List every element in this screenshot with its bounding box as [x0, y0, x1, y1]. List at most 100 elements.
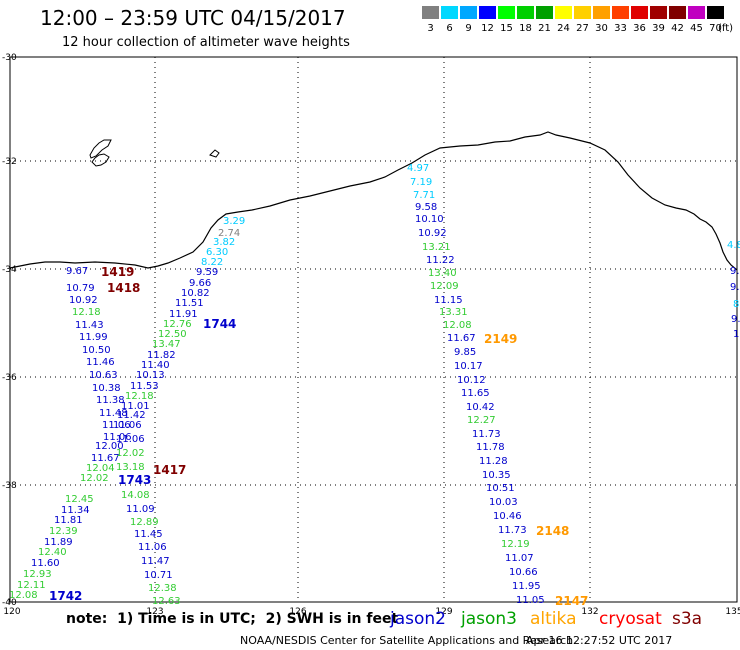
island [91, 153, 110, 167]
latitude-label: -32 [2, 157, 17, 167]
wave-height-value: 11.78 [476, 442, 505, 453]
wave-height-value: 11.91 [169, 309, 198, 320]
longitude-labels: 120 123 126 129 132 135 [3, 607, 740, 617]
wave-height-value: 11.51 [175, 298, 204, 309]
wave-height-value: 9.59 [196, 267, 218, 278]
wave-height-value: 3.29 [223, 216, 245, 227]
graticule [10, 57, 737, 602]
wave-height-value: 3.82 [213, 237, 235, 248]
island [89, 139, 112, 159]
scale-swatch [612, 6, 629, 19]
wave-height-value: 12.08 [443, 320, 472, 331]
longitude-label: 135 [725, 607, 740, 617]
pass-time-label: 2147 [555, 594, 588, 608]
satellite-legend-jason2: jason2 [390, 609, 446, 629]
wave-height-value: 12.09 [430, 281, 459, 292]
scale-swatch [593, 6, 610, 19]
scale-swatch [555, 6, 572, 19]
wave-height-value: 11.53 [130, 381, 159, 392]
pass-time-label: 1742 [49, 589, 82, 603]
wave-height-value: 11.22 [426, 255, 455, 266]
wave-height-value: 10.35 [482, 470, 511, 481]
wave-height-value: 11.34 [61, 505, 90, 516]
wave-height-value: 12.93 [23, 569, 52, 580]
wave-height-value: 2.74 [218, 228, 240, 239]
satellite-legend-altika: altika [530, 609, 577, 629]
wave-height-value: 11.40 [141, 360, 170, 371]
map-title: 12:00 – 23:59 UTC 04/15/2017 [40, 6, 346, 30]
scale-swatch [460, 6, 477, 19]
wave-height-value: 11.15 [434, 295, 463, 306]
map-frame [9, 56, 738, 603]
wave-height-value: 13.31 [439, 307, 468, 318]
wave-height-value: 11.45 [134, 529, 163, 540]
wave-height-value: 9.58 [415, 202, 437, 213]
wave-height-value: 10.46 [493, 511, 522, 522]
pass-time-label: 1743 [118, 473, 151, 487]
wave-height-value: 10.42 [466, 402, 495, 413]
pass-time-label: 1744 [203, 317, 236, 331]
wave-height-value: 12.50 [158, 329, 187, 340]
wave-height-value: 11.81 [54, 515, 83, 526]
wave-height-value: 9.67 [66, 266, 88, 277]
scale-label: 3 [427, 23, 434, 34]
scale-label: 70 [709, 23, 722, 34]
wave-height-value: 11.73 [472, 429, 501, 440]
generation-timestamp: Apr 16 12:27:52 UTC 2017 [526, 634, 673, 647]
wave-height-value: 11.38 [96, 395, 125, 406]
longitude-label: 126 [289, 607, 306, 617]
wave-height-value: 10.10 [415, 214, 444, 225]
scale-swatch [650, 6, 667, 19]
wave-height-value: 6.30 [206, 247, 228, 258]
footer-note: note: 1) Time is in UTC; 2) SWH is in fe… [66, 611, 399, 627]
wave-height-value: 11.07 [505, 553, 534, 564]
scale-swatch [631, 6, 648, 19]
latitude-label: -38 [2, 481, 17, 491]
wave-height-value: 9.66 [189, 278, 211, 289]
wave-height-value: 12.18 [125, 391, 154, 402]
scale-swatch [517, 6, 534, 19]
scale-label: 36 [633, 23, 646, 34]
scale-units: (ft) [718, 23, 734, 34]
wave-height-value: 9. [730, 266, 740, 277]
wave-height-value: 11.01 [121, 401, 150, 412]
wave-height-value: 13.21 [422, 242, 451, 253]
wave-height-value: 10.38 [92, 383, 121, 394]
latitude-label: -36 [2, 373, 17, 383]
wave-height-value: 13.40 [428, 268, 457, 279]
latitude-label: -34 [2, 265, 17, 275]
wave-height-value: 12.02 [80, 473, 109, 484]
scale-label: 30 [595, 23, 608, 34]
scale-swatch [707, 6, 724, 19]
latitude-label: -30 [2, 53, 17, 63]
latitude-label: -40 [2, 598, 17, 608]
wave-height-value: 8 [733, 299, 739, 310]
wave-height-value: 12.89 [130, 517, 159, 528]
scale-label: 24 [557, 23, 570, 34]
pass-time-label: 1419 [101, 265, 134, 279]
wave-height-value: 11.47 [141, 556, 170, 567]
pass-time-label: 2148 [536, 524, 569, 538]
pass-time-label: 2149 [484, 332, 517, 346]
wave-height-value: 10.12 [457, 375, 486, 386]
scale-label: 45 [690, 23, 703, 34]
scale-swatch [422, 6, 439, 19]
scale-label: 12 [481, 23, 494, 34]
wave-height-value: 10.82 [181, 288, 210, 299]
scale-label: 39 [652, 23, 665, 34]
wave-height-value: 12.45 [65, 494, 94, 505]
pass-time-label: 1418 [107, 281, 140, 295]
wave-height-value: 4.8 [727, 240, 740, 251]
wave-height-value: 11.06 [113, 420, 142, 431]
wave-height-value: 12.04 [86, 463, 115, 474]
wave-height-value: 7.71 [413, 190, 435, 201]
scale-label: 33 [614, 23, 627, 34]
satellite-legend-s3a: s3a [672, 609, 703, 629]
wave-height-value: 11.95 [512, 581, 541, 592]
longitude-label: 123 [146, 607, 163, 617]
wave-height-value: 12.00 [95, 441, 124, 452]
wave-height-value: 11.99 [79, 332, 108, 343]
latitude-labels: -30 -32 -34 -36 -38 -40 [2, 53, 17, 608]
longitude-label: 120 [3, 607, 20, 617]
